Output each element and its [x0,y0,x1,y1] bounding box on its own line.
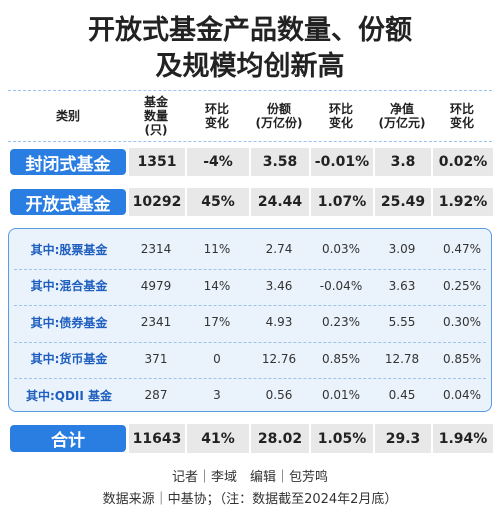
table-cell: 0.85% [321,351,361,366]
row-label: 合计 [10,425,126,452]
table-cell: 3.09 [388,242,416,256]
header-text: 环比 [328,102,353,116]
table-cell: 2314 [140,242,172,256]
header-text: 环比 [449,102,474,116]
row-divider [14,378,486,379]
table-cell: 0.03% [321,242,361,256]
header-cell: 类别 [8,92,128,140]
table-cell: 0.56 [265,388,293,402]
row-label: 开放式基金 [10,189,126,215]
header-cell: 基金 数量 (只) [128,92,184,140]
table-cell: 12.78 [384,351,420,366]
table-cell: 1.05% [311,424,373,453]
table-cell: 2341 [140,315,172,329]
table-cell: 10292 [129,188,185,216]
source-note: 数据来源｜中基协；（注：数据截至2024年2月底） [102,492,398,507]
table-cell: 4.93 [265,315,293,329]
header-cell: 环比 变化 [310,92,372,140]
table-cell: 25.49 [375,188,431,216]
table-cell: 0 [213,351,221,366]
table-cell: 0.04% [442,388,482,402]
header-text: (万亿元) [378,116,426,130]
table-cell: 11643 [129,424,185,453]
header-text: 变化 [204,116,229,130]
header-text: 数量 [143,109,168,123]
row-label: 其中:货币基金 [30,352,108,366]
table-cell: 1.07% [311,188,373,216]
header-text: 净值 [389,102,414,116]
header-text: 份额 [266,102,291,116]
header-cell: 环比 变化 [432,92,492,140]
title-line: 及规模均创新高 [155,51,345,82]
row-label: 封闭式基金 [10,149,126,175]
table-cell: 287 [144,388,168,402]
table-cell: 24.44 [251,188,309,216]
header-text: (万亿份) [255,116,303,130]
table-cell: 29.3 [375,424,431,453]
table-cell: 3.8 [375,148,431,176]
table-cell: 2.74 [265,242,293,256]
table-cell: 371 [144,351,168,366]
table-cell: 5.55 [388,315,416,329]
table-cell: 1.92% [433,188,493,216]
table-cell: 0.47% [442,242,482,256]
header-text: 类别 [55,109,80,123]
table-cell: 0.30% [442,315,482,329]
table-cell: 12.76 [261,351,297,366]
table-cell: 41% [187,424,249,453]
header-text: 变化 [449,116,474,130]
table-cell: 3.63 [388,278,416,293]
row-divider [14,268,486,270]
credits: 记者｜李域 编辑｜包芳鸣 [171,470,328,485]
table-cell: -0.01% [311,148,373,176]
table-cell: 4979 [140,278,172,293]
header-band [8,90,492,142]
table-cell: -0.04% [319,278,363,293]
header-text: 环比 [204,102,229,116]
table-cell: -4% [187,148,249,176]
header-text: 变化 [328,116,353,130]
title-line: 开放式基金产品数量、份额 [88,15,412,46]
table-cell: 0.45 [388,388,416,402]
header-text: (只) [144,123,168,137]
row-divider [14,341,486,343]
table-cell: 11% [203,242,231,256]
row-label: 其中:混合基金 [30,279,108,293]
header-cell: 净值 (万亿元) [374,92,430,140]
table-cell: 45% [187,188,249,216]
table-cell: 14% [203,278,231,293]
table-cell: 0.85% [442,351,482,366]
row-label: 其中:QDII 基金 [25,388,113,403]
row-label: 其中:债券基金 [30,315,108,330]
table-cell: 3.58 [251,148,309,176]
table-cell: 0.01% [321,388,361,402]
table-cell: 3.46 [265,278,293,293]
header-cell: 环比 变化 [186,92,248,140]
table-cell: 0.02% [433,148,493,176]
header-text: 基金 [143,95,168,109]
header-cell: 份额 (万亿份) [250,92,308,140]
table-cell: 1.94% [433,424,493,453]
table-cell: 3 [213,388,221,402]
table-cell: 0.23% [321,315,361,329]
table-cell: 1351 [129,148,185,176]
row-label: 其中:股票基金 [30,242,108,257]
sub-rows-box [8,228,492,412]
table-cell: 0.25% [442,278,482,293]
row-divider [14,305,486,306]
table-cell: 28.02 [251,424,309,453]
table-cell: 17% [203,315,231,329]
